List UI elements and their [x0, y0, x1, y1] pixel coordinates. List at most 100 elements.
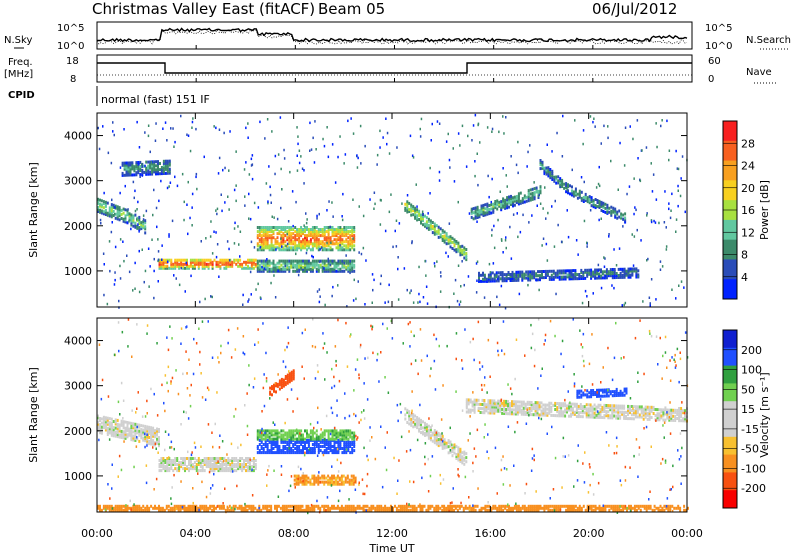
scatter-cell [272, 236, 275, 240]
scatter-cell [288, 433, 291, 437]
scatter-cell [142, 504, 145, 508]
scatter-cell [439, 439, 442, 443]
noise-cell [243, 168, 246, 171]
scatter-cell [256, 244, 259, 248]
scatter-cell [416, 416, 419, 419]
scatter-cell [433, 224, 436, 228]
noise-cell [529, 144, 531, 147]
scatter-cell [592, 274, 595, 278]
scatter-cell [496, 203, 499, 207]
scatter-cell [445, 236, 448, 240]
scatter-cell [461, 461, 464, 465]
noise-cell [292, 224, 294, 228]
scatter-cell [213, 506, 215, 510]
scatter-cell [288, 376, 291, 380]
scatter-cell [223, 463, 226, 466]
scatter-cell [296, 265, 299, 269]
scatter-cell [168, 459, 171, 462]
scatter-cell [256, 431, 259, 435]
scatter-cell [237, 461, 240, 464]
noise-cell [421, 210, 424, 213]
scatter-cell [537, 274, 539, 278]
scatter-cell [167, 504, 170, 508]
noise-cell [321, 246, 323, 249]
scatter-cell [221, 260, 224, 264]
noise-cell [153, 188, 155, 192]
noise-cell [403, 267, 406, 270]
scatter-cell [341, 246, 344, 250]
scatter-cell [325, 236, 328, 240]
scatter-cell [162, 461, 165, 464]
noise-cell [211, 295, 213, 299]
scatter-cell [521, 276, 524, 280]
scatter-cell [562, 412, 565, 416]
scatter-cell [132, 214, 135, 218]
noise-cell [675, 218, 678, 221]
scatter-cell [307, 265, 310, 269]
scatter-cell [331, 445, 334, 448]
scatter-cell [518, 408, 521, 412]
noise-cell [153, 257, 155, 261]
scatter-cell [425, 508, 428, 512]
scatter-cell [282, 232, 285, 236]
scatter-cell [522, 406, 525, 410]
scatter-cell [353, 431, 356, 435]
scatter-cell [488, 212, 491, 216]
noise-cell [527, 150, 529, 154]
scatter-cell [258, 265, 261, 269]
scatter-cell [408, 422, 411, 426]
noise-cell [641, 149, 643, 152]
scatter-cell [118, 206, 121, 210]
scatter-cell [333, 265, 336, 269]
scatter-cell [513, 272, 516, 276]
noise-cell [411, 154, 414, 157]
noise-cell [154, 139, 157, 142]
scatter-cell [337, 259, 340, 263]
scatter-cell [511, 277, 514, 280]
scatter-cell [410, 207, 413, 211]
scatter-cell [266, 242, 269, 246]
scatter-cell [335, 447, 338, 450]
scatter-cell [138, 222, 141, 225]
scatter-cell [260, 433, 263, 437]
scatter-cell [482, 212, 485, 215]
scatter-cell [457, 245, 460, 249]
scatter-cell [276, 265, 279, 269]
scatter-cell [290, 372, 293, 376]
scatter-cell [580, 268, 583, 272]
scatter-cell [528, 413, 531, 417]
noise-cell [331, 294, 333, 298]
scatter-cell [345, 265, 348, 269]
scatter-cell [533, 270, 536, 274]
noise-cell [318, 212, 320, 216]
scatter-cell [339, 261, 342, 265]
scatter-cell [128, 212, 131, 216]
scatter-cell [497, 399, 500, 403]
scatter-cell [160, 172, 163, 176]
scatter-cell [149, 172, 152, 176]
scatter-cell [512, 202, 514, 206]
noise-cell [337, 155, 339, 159]
scatter-cell [266, 504, 269, 508]
scatter-cell [418, 429, 421, 433]
scatter-cell [513, 278, 516, 282]
scatter-cell [648, 417, 651, 421]
scatter-cell [427, 223, 430, 227]
scatter-cell [100, 209, 103, 213]
scatter-cell [193, 266, 196, 270]
scatter-cell [422, 215, 424, 218]
scatter-cell [168, 169, 171, 173]
noise-cell [114, 206, 116, 209]
scatter-cell [607, 274, 610, 278]
scatter-cell [284, 269, 287, 273]
scatter-cell [260, 248, 263, 252]
scatter-cell [174, 262, 177, 266]
scatter-cell [235, 262, 238, 266]
scatter-cell [317, 234, 320, 238]
scatter-cell [174, 467, 177, 471]
noise-cell [244, 195, 246, 198]
scatter-cell [495, 271, 498, 275]
scatter-cell [392, 506, 394, 510]
scatter-cell [211, 463, 214, 466]
scatter-cell [346, 506, 349, 510]
